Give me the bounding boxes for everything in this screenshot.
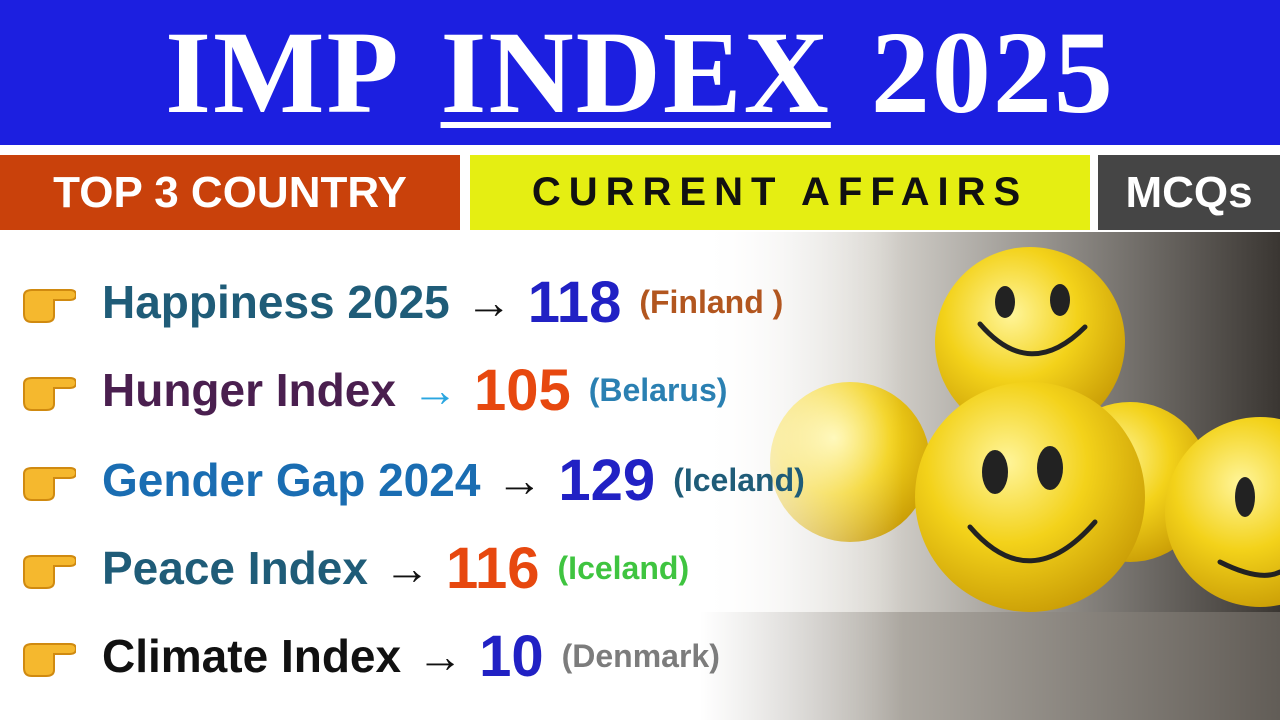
item-label: Happiness 2025 (102, 276, 450, 328)
title-word: 2025 (870, 6, 1115, 138)
item-arrow: → (417, 630, 464, 682)
pointing-hand (23, 377, 76, 411)
item-label: Peace Index (102, 542, 368, 594)
tag: CURRENT AFFAIRS (470, 155, 1090, 230)
item-country: (Denmark) (561, 637, 720, 674)
item-arrow: → (383, 542, 430, 594)
item-row: Climate Index → 10 (Denmark) (20, 616, 720, 696)
item-number: 116 (445, 535, 540, 601)
item-arrow: → (496, 454, 543, 506)
item-number: 10 (479, 623, 544, 689)
item-country: (Finland ) (639, 283, 784, 320)
title-word: IMP (165, 6, 401, 138)
pointing-hand (23, 289, 76, 323)
item-label: Gender Gap 2024 (102, 454, 481, 506)
item-arrow: → (411, 364, 458, 416)
tag: MCQs (1098, 155, 1280, 230)
smiley-photo (700, 232, 1280, 720)
item-row: Hunger Index → 105 (Belarus) (20, 350, 727, 430)
header: IMP INDEX 2025 (0, 0, 1280, 145)
item-number: 105 (473, 357, 571, 423)
item-country: (Iceland) (673, 461, 805, 498)
tag: TOP 3 COUNTRY (0, 155, 460, 230)
item-number: 129 (558, 447, 656, 513)
item-country: (Iceland) (557, 549, 690, 586)
pointing-hand (23, 643, 76, 677)
title-word: INDEX (440, 6, 831, 138)
item-country: (Belarus) (588, 371, 728, 408)
item-label: Climate Index (102, 630, 402, 682)
item-label: Hunger Index (102, 364, 396, 416)
item-number: 118 (527, 269, 622, 335)
item-arrow: → (465, 276, 512, 328)
pointing-hand (23, 555, 76, 589)
item-row: Happiness 2025 → 118 (Finland ) (20, 262, 783, 342)
item-row: Peace Index → 116 (Iceland) (20, 528, 689, 608)
pointing-hand (23, 467, 76, 501)
item-row: Gender Gap 2024 → 129 (Iceland) (20, 440, 805, 520)
